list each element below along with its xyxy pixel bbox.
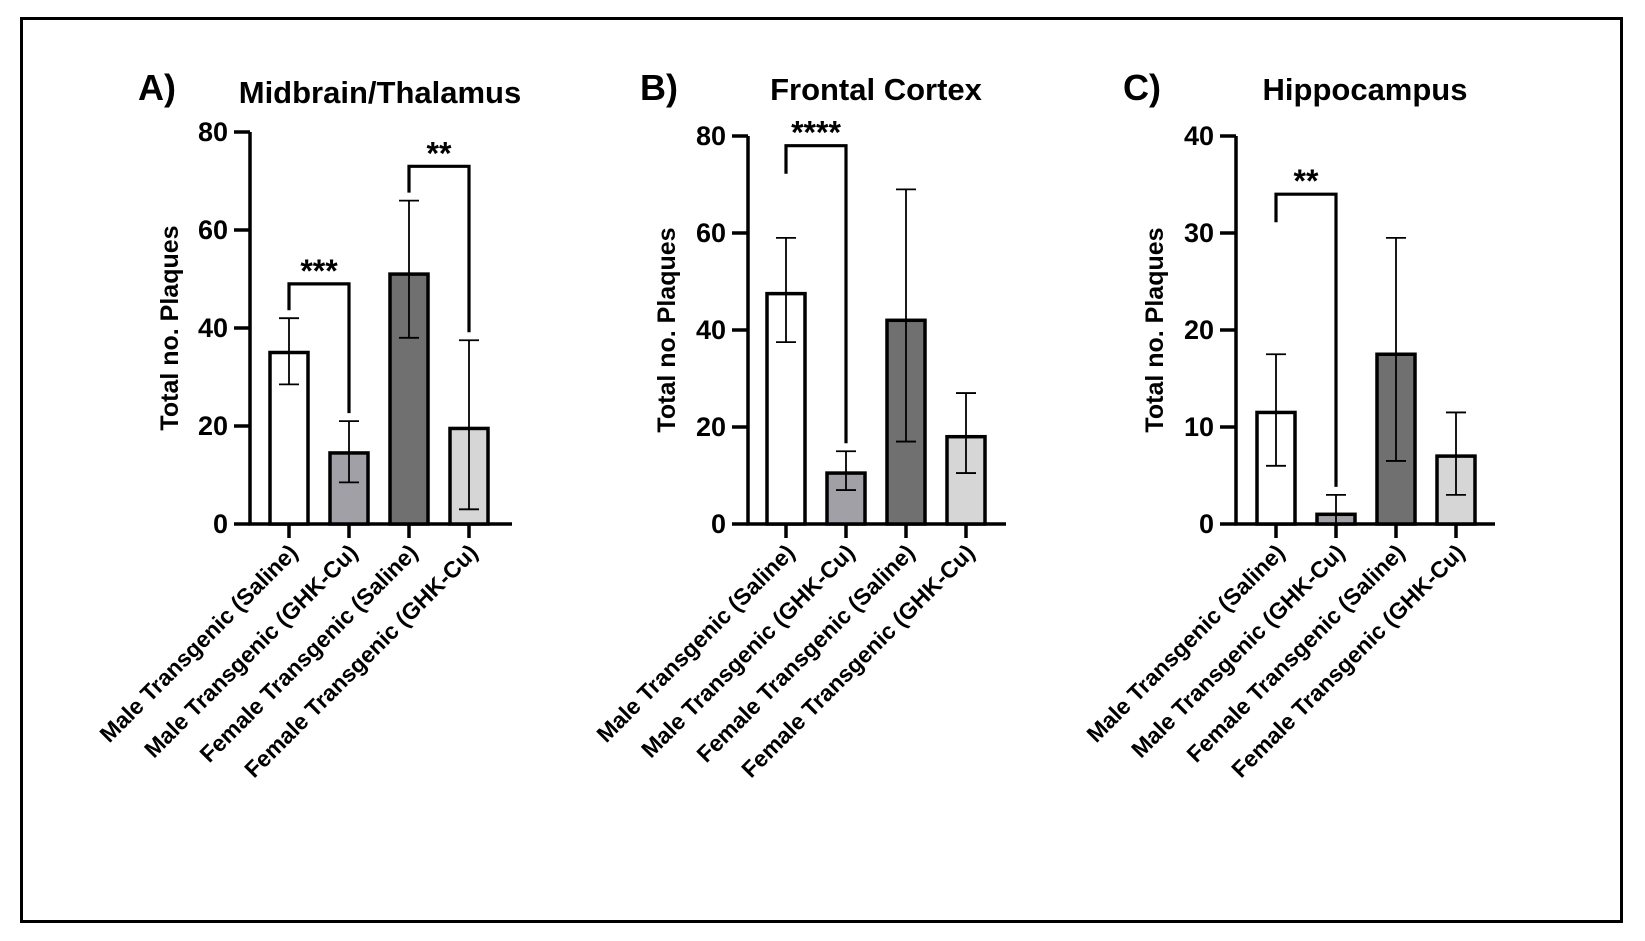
- y-tick-label: 40: [696, 315, 726, 345]
- x-tick-label: Female Transgenic (Saline): [1181, 539, 1409, 767]
- y-axis-label: Total no. Plaques: [653, 227, 681, 432]
- y-tick-label: 40: [198, 313, 228, 343]
- x-tick-label: Female Transgenic (Saline): [691, 539, 919, 767]
- chart-title: Midbrain/Thalamus: [239, 75, 521, 110]
- y-tick-label: 0: [1199, 509, 1214, 539]
- y-tick-label: 80: [198, 117, 228, 147]
- significance-bracket: [287, 282, 351, 414]
- chart-panel-2: B) Frontal Cortex Total no. Plaques 0 20 40 60…: [591, 67, 1006, 783]
- panel-label: C): [1123, 67, 1161, 108]
- y-tick-label: 20: [696, 412, 726, 442]
- y-tick-label: 0: [213, 509, 228, 539]
- significance-label: ***: [300, 253, 338, 289]
- panel-label: A): [138, 67, 176, 108]
- panel-label: B): [640, 67, 678, 108]
- significance-bracket: [1274, 192, 1338, 487]
- significance-label: **: [427, 135, 452, 171]
- significance-label: ****: [791, 115, 841, 151]
- significance-bracket: [784, 144, 848, 444]
- chart-title: Hippocampus: [1263, 72, 1468, 107]
- chart-title: Frontal Cortex: [770, 72, 983, 107]
- y-tick-label: 80: [696, 121, 726, 151]
- y-tick-label: 60: [696, 218, 726, 248]
- y-tick-label: 10: [1184, 412, 1214, 442]
- chart-panel-1: A) Midbrain/Thalamus Total no. Plaques 0 20 4…: [94, 67, 521, 783]
- significance-bracket: [407, 164, 471, 333]
- y-axis-label: Total no. Plaques: [156, 225, 184, 430]
- y-tick-label: 0: [711, 509, 726, 539]
- y-axis-label: Total no. Plaques: [1141, 227, 1169, 432]
- y-tick-label: 40: [1184, 121, 1214, 151]
- y-tick-label: 30: [1184, 218, 1214, 248]
- significance-label: **: [1294, 163, 1319, 199]
- y-tick-label: 20: [198, 411, 228, 441]
- x-tick-label: Female Transgenic (Saline): [194, 539, 422, 767]
- y-tick-label: 20: [1184, 315, 1214, 345]
- y-tick-label: 60: [198, 215, 228, 245]
